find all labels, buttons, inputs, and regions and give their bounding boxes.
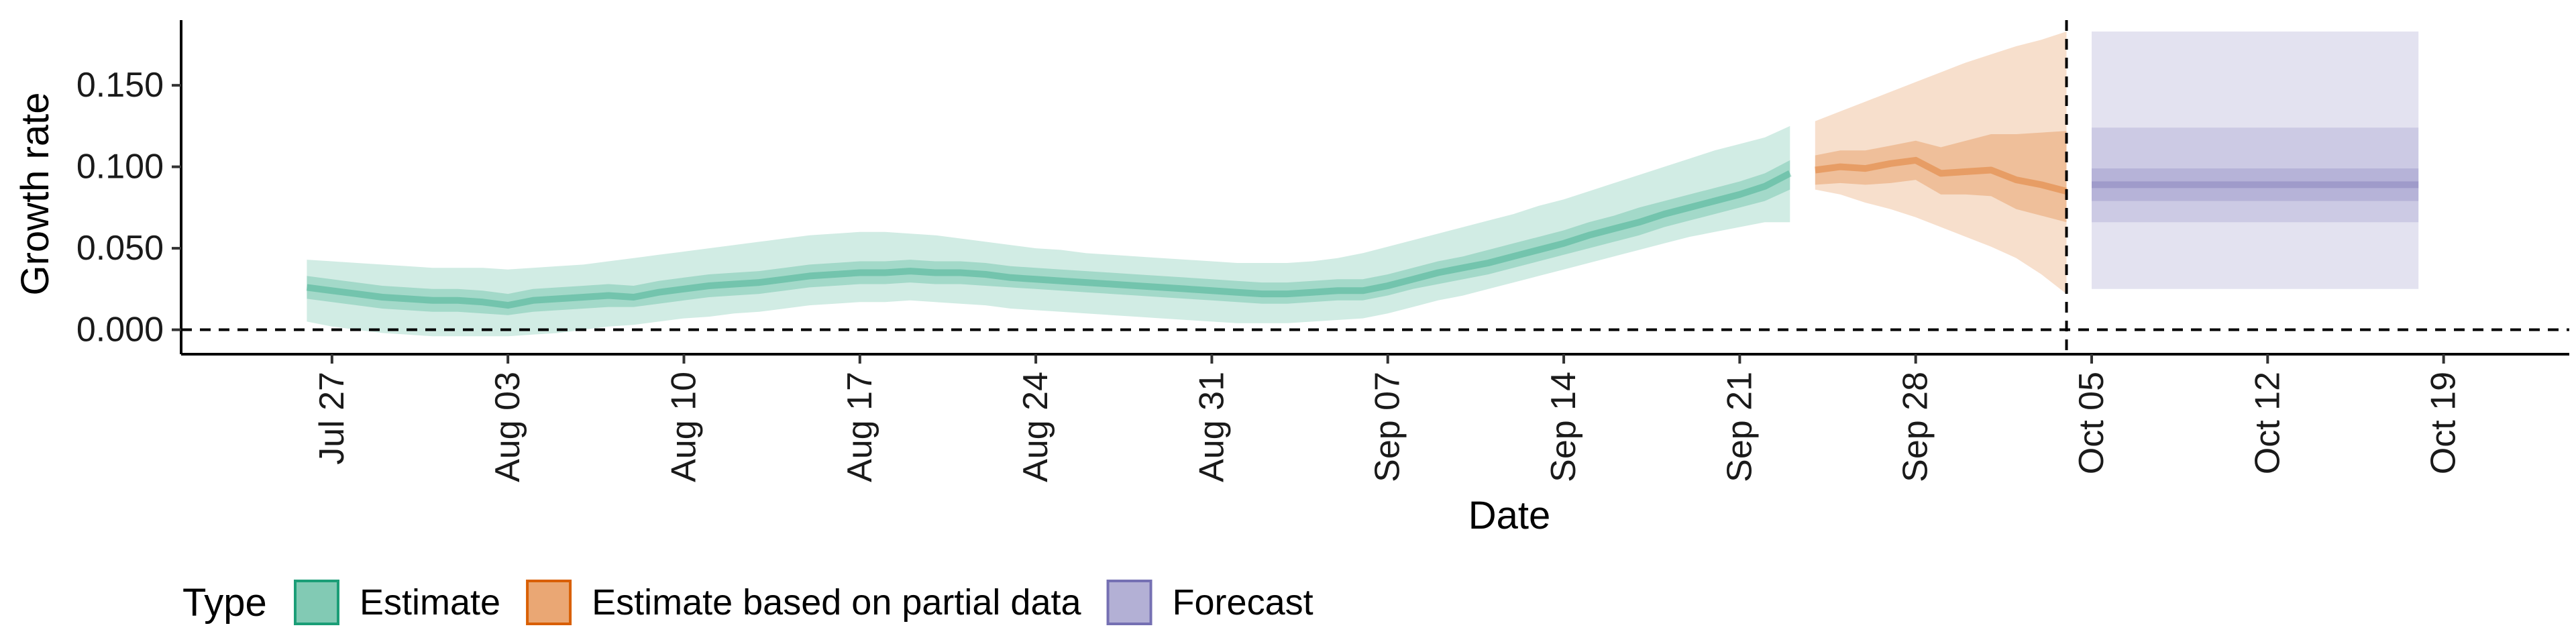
y-tick-label: 0.150 bbox=[76, 66, 164, 105]
legend-label-estimate: Estimate bbox=[360, 582, 500, 623]
forecast-band-mid bbox=[2092, 127, 2419, 223]
x-tick-label: Sep 07 bbox=[1368, 372, 1407, 482]
y-axis-title: Growth rate bbox=[13, 93, 57, 296]
x-tick-label: Aug 17 bbox=[841, 372, 879, 482]
x-tick-label: Sep 28 bbox=[1896, 372, 1935, 482]
legend-title: Type bbox=[182, 581, 267, 625]
legend-label-forecast: Forecast bbox=[1173, 582, 1313, 623]
x-tick-label: Aug 24 bbox=[1016, 372, 1055, 482]
chart-legend: Type Estimate Estimate based on partial da… bbox=[182, 580, 1313, 625]
x-tick-label: Oct 12 bbox=[2248, 372, 2287, 474]
x-axis-title: Date bbox=[1468, 494, 1551, 537]
y-tick-label: 0.050 bbox=[76, 229, 164, 268]
x-tick-label: Oct 05 bbox=[2072, 372, 2111, 474]
estimate-median-line bbox=[306, 170, 1792, 309]
x-tick-label: Aug 31 bbox=[1192, 372, 1231, 482]
x-tick-label: Aug 10 bbox=[664, 372, 703, 482]
x-tick-label: Aug 03 bbox=[488, 372, 527, 482]
x-tick-label: Sep 21 bbox=[1720, 372, 1759, 482]
estimate-based-on-partial-data-band-50 bbox=[1815, 131, 2067, 223]
estimate-based-on-partial-data-median-line bbox=[1815, 156, 2068, 195]
chart-bands bbox=[306, 32, 2419, 337]
legend-swatch-forecast bbox=[1106, 580, 1152, 625]
x-tick-label: Jul 27 bbox=[313, 372, 352, 465]
estimate-band-50 bbox=[307, 160, 1790, 315]
y-tick-label: 0.100 bbox=[76, 148, 164, 186]
forecast-band-90 bbox=[2092, 32, 2419, 289]
x-tick-label: Sep 14 bbox=[1544, 372, 1583, 482]
estimate-based-on-partial-data-band-90 bbox=[1815, 32, 2067, 294]
estimate-band-90 bbox=[307, 125, 1790, 337]
legend-swatch-estimate bbox=[294, 580, 339, 625]
legend-label-estimate-based-on-partial-data: Estimate based on partial data bbox=[592, 582, 1081, 623]
y-tick-label: 0.000 bbox=[76, 311, 164, 350]
chart-labels: 0.000 0.050 0.100 0.150 Jul 27 Aug 03 Aug 10 Au… bbox=[13, 66, 2463, 537]
forecast-band-50 bbox=[2092, 168, 2419, 201]
chart-axes bbox=[172, 20, 2569, 364]
legend-swatch-estimate-based-on-partial-data bbox=[526, 580, 572, 625]
x-tick-label: Oct 19 bbox=[2424, 372, 2463, 474]
